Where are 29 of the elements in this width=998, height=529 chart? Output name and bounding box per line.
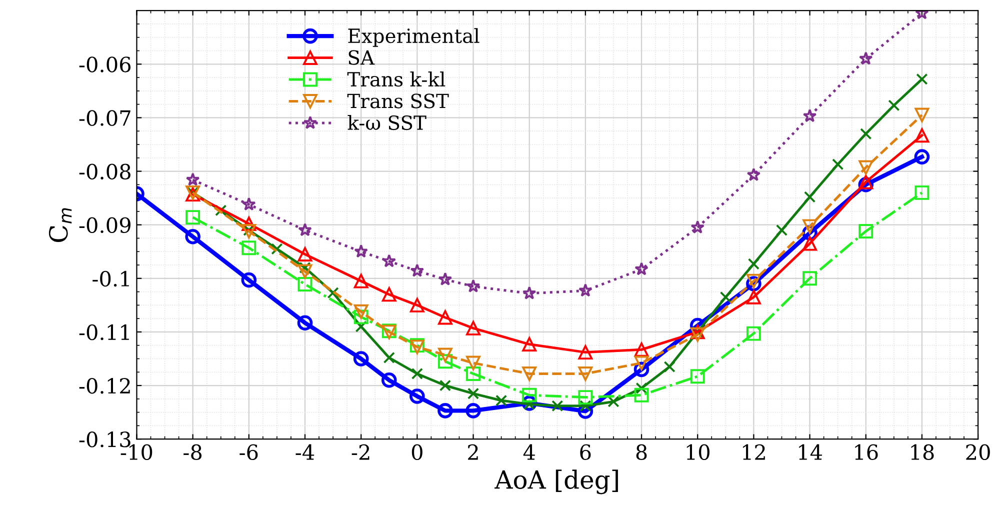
x-tick-label: 14 — [799, 444, 822, 460]
x-tick-label: 12 — [742, 444, 765, 460]
x-tick-label: -2 — [352, 444, 370, 460]
x-tick-label: 10 — [686, 444, 710, 460]
x-axis-title: AoA [deg] — [494, 470, 618, 494]
x-tick-label: -6 — [240, 444, 258, 460]
x-tick-label: 2 — [468, 444, 478, 460]
x-tick-label: 4 — [523, 444, 535, 460]
x-tick-label: 0 — [412, 444, 422, 460]
x-tick-label: 20 — [966, 444, 990, 460]
x-tick-label: 6 — [580, 444, 591, 460]
y-axis-title: C$_{m}$ — [48, 208, 72, 242]
legend-label: k-ω SST — [348, 115, 426, 130]
legend-label: SA — [348, 50, 375, 65]
y-tick-label: -0.08 — [79, 164, 130, 180]
x-tick-label: 16 — [855, 444, 878, 460]
legend-label: Trans k-kl — [347, 72, 446, 87]
y-tick-label: -0.11 — [79, 324, 129, 340]
x-tick-label: 8 — [636, 444, 647, 460]
legend-label: Experimental — [348, 28, 480, 47]
x-tick-label: -8 — [184, 444, 202, 460]
y-tick-label: -0.09 — [79, 217, 130, 234]
y-tick-label: -0.12 — [79, 378, 130, 394]
legend-label: Trans SST — [347, 94, 449, 108]
y-tick-label: -0.1 — [92, 270, 129, 287]
y-tick-label: -0.07 — [79, 110, 130, 126]
x-tick-label: -4 — [296, 444, 314, 460]
y-tick-label: -0.06 — [79, 56, 131, 72]
x-tick-label: 18 — [911, 444, 934, 460]
